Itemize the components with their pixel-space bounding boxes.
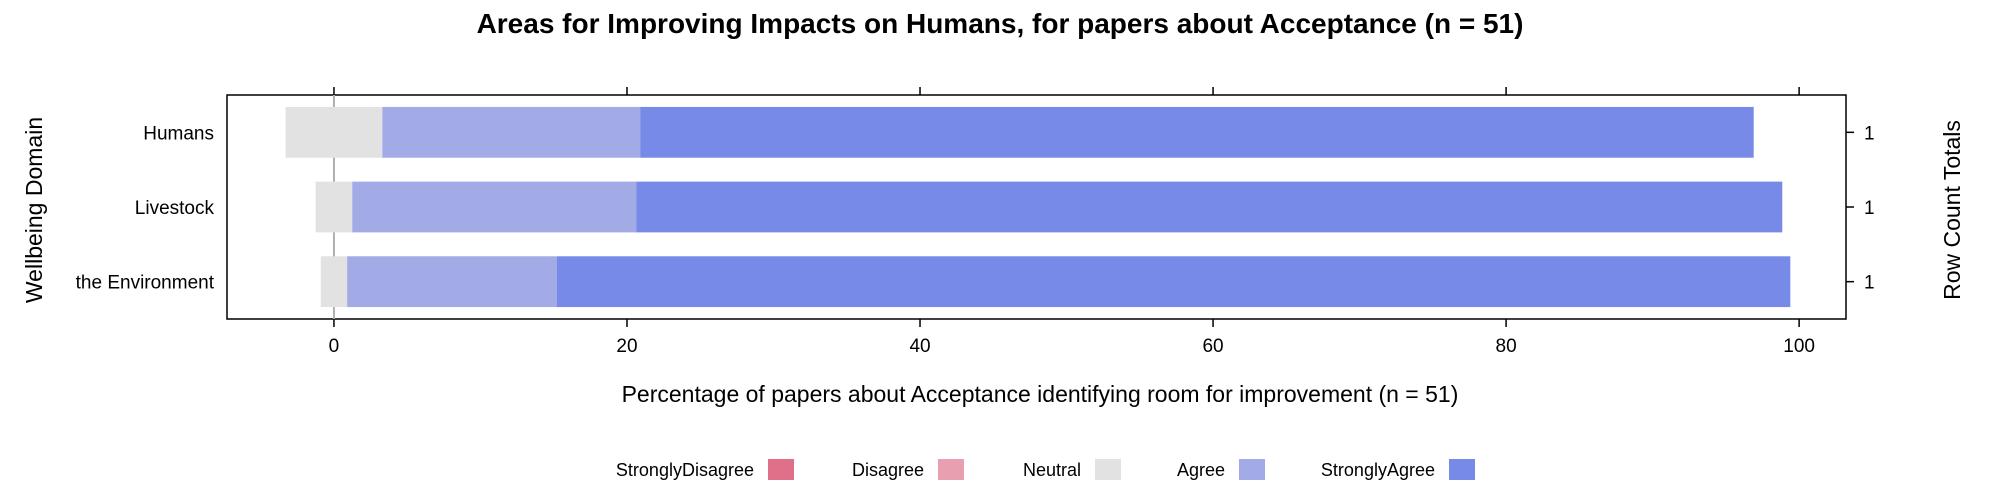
category-label: Humans — [143, 123, 214, 144]
legend-label-agree: Agree — [1177, 460, 1225, 480]
legend-label-disagree: Disagree — [852, 460, 924, 480]
legend-swatch-stronglydisagree — [768, 459, 794, 480]
bar-humans-agree — [382, 106, 641, 158]
x-axis-label: Percentage of papers about Acceptance id… — [622, 381, 1459, 407]
bar-the-environment-stronglyagree — [556, 256, 1791, 308]
legend-swatch-stronglyagree — [1449, 459, 1475, 480]
bar-the-environment-neutral — [320, 256, 348, 308]
x-tick-label: 20 — [616, 336, 637, 357]
x-tick-label: 80 — [1496, 336, 1517, 357]
x-tick-label: 100 — [1783, 336, 1815, 357]
category-label: Livestock — [135, 198, 215, 219]
row-total-label: 1 — [1864, 123, 1875, 144]
bar-livestock-agree — [352, 181, 637, 233]
legend-swatch-neutral — [1095, 459, 1121, 480]
row-totals: 1 1 1 — [1846, 123, 1875, 294]
row-total-label: 1 — [1864, 198, 1875, 219]
legend-label-stronglyagree: StronglyAgree — [1321, 460, 1435, 480]
axis-ticks: 0 20 40 60 80 100 — [329, 87, 1815, 357]
legend-label-stronglydisagree: StronglyDisagree — [616, 460, 754, 480]
category-label: the Environment — [76, 273, 215, 294]
bar-livestock-neutral — [315, 181, 353, 233]
legend: StronglyDisagree Disagree Neutral Agree Stro… — [616, 459, 1475, 480]
bar-the-environment-agree — [347, 256, 557, 308]
x-tick-label: 0 — [329, 336, 340, 357]
right-axis-label: Row Count Totals — [1939, 120, 1965, 300]
legend-swatch-agree — [1239, 459, 1265, 480]
bar-humans-stronglyagree — [640, 106, 1754, 158]
legend-swatch-disagree — [938, 459, 964, 480]
legend-label-neutral: Neutral — [1023, 460, 1081, 480]
row-total-label: 1 — [1864, 273, 1875, 294]
y-axis-label: Wellbeing Domain — [21, 117, 47, 303]
category-labels: Humans Livestock the Environment — [76, 123, 215, 293]
bar-livestock-stronglyagree — [636, 181, 1783, 233]
bar-humans-neutral — [285, 106, 383, 158]
bars-group — [285, 106, 1791, 308]
chart-title: Areas for Improving Impacts on Humans, f… — [477, 8, 1524, 39]
x-tick-label: 60 — [1202, 336, 1223, 357]
x-tick-label: 40 — [909, 336, 930, 357]
